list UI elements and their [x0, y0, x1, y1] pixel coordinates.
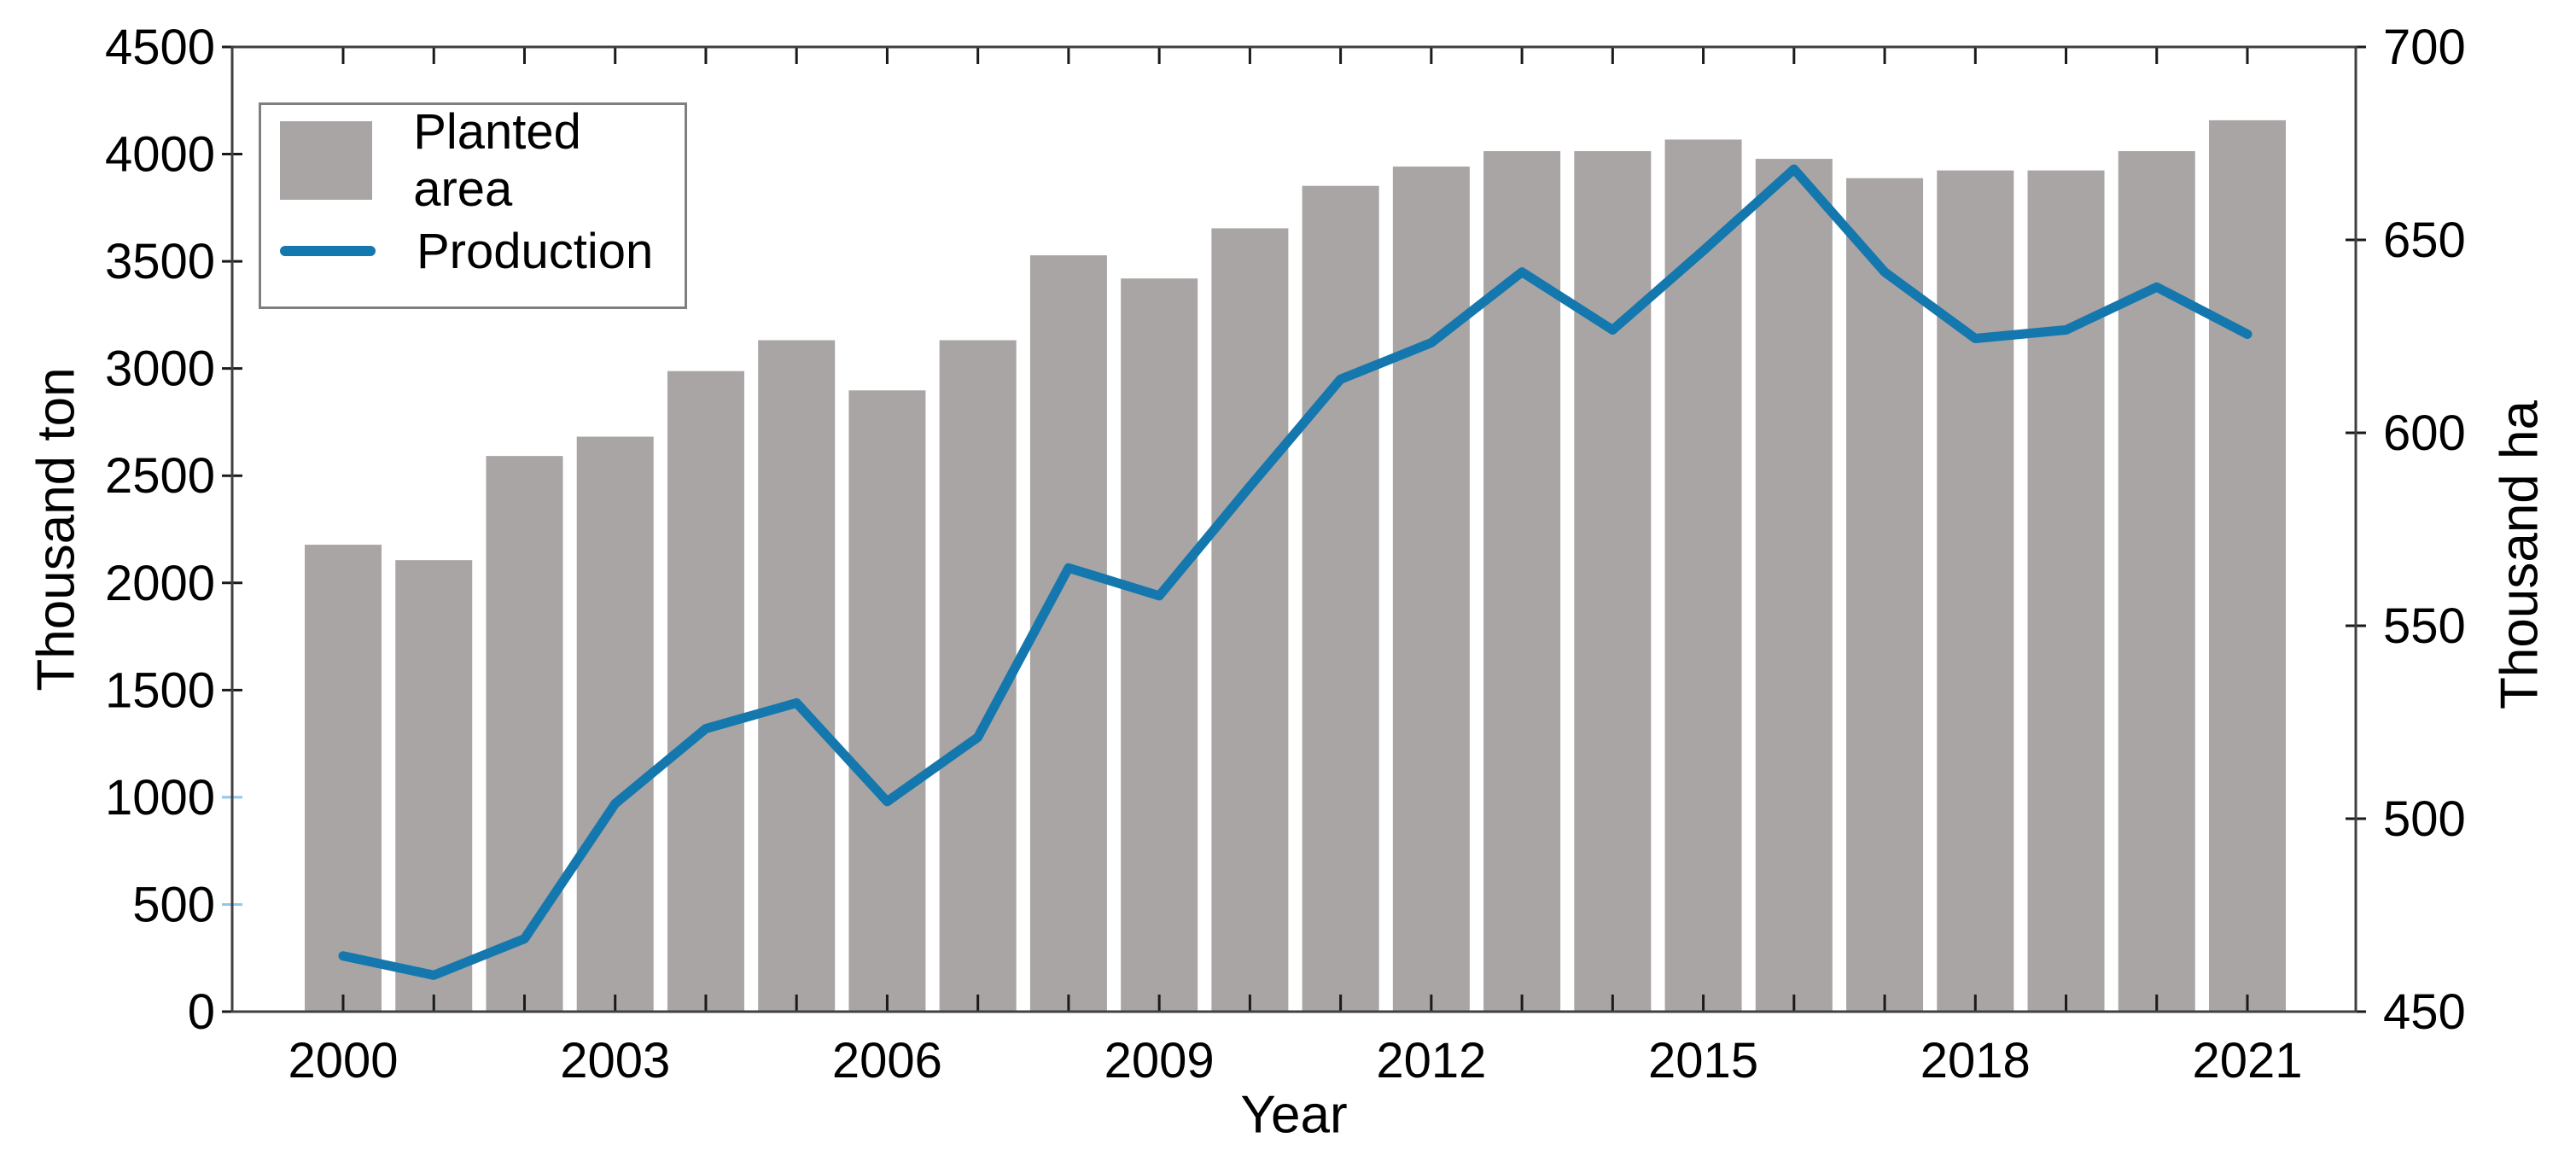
left-axis-title: Thousand ton — [26, 367, 86, 691]
left-tick-label: 2500 — [105, 448, 215, 504]
x-tick-label: 2006 — [832, 1033, 942, 1088]
bar-2014 — [1574, 151, 1652, 1012]
right-tick-label: 700 — [2383, 20, 2466, 75]
legend: Planted area Production — [259, 102, 687, 309]
bar-2003 — [576, 436, 654, 1012]
bar-2008 — [1029, 255, 1107, 1012]
bar-2010 — [1211, 228, 1289, 1012]
bar-2019 — [2027, 170, 2105, 1012]
left-tick-label: 4000 — [105, 127, 215, 183]
right-tick-label: 600 — [2383, 406, 2466, 461]
x-tick-label: 2003 — [560, 1033, 670, 1088]
x-tick-label: 2021 — [2192, 1033, 2302, 1088]
production-line-swatch — [280, 246, 376, 257]
bar-2018 — [1937, 170, 2014, 1012]
bar-2012 — [1392, 166, 1470, 1012]
bar-2001 — [395, 560, 473, 1012]
legend-item-planted-area: Planted area — [261, 104, 685, 217]
left-tick-label: 1000 — [105, 770, 215, 826]
bar-2002 — [486, 456, 563, 1012]
planted-area-bar-swatch — [280, 120, 373, 200]
bar-2005 — [758, 340, 836, 1012]
left-tick-label: 1500 — [105, 662, 215, 718]
left-tick-label: 0 — [188, 984, 215, 1040]
legend-label-production: Production — [417, 223, 654, 279]
x-tick-label: 2000 — [288, 1033, 398, 1088]
left-tick-label: 3000 — [105, 341, 215, 397]
left-tick-label: 3500 — [105, 234, 215, 289]
bar-2017 — [1846, 178, 1924, 1012]
bar-2006 — [848, 390, 926, 1012]
left-tick-label: 4500 — [105, 20, 215, 75]
bar-2009 — [1121, 278, 1198, 1012]
right-tick-label: 500 — [2383, 791, 2466, 847]
production-line — [338, 164, 2253, 980]
bar-2004 — [667, 371, 744, 1012]
right-tick-label: 450 — [2383, 984, 2466, 1040]
bar-2015 — [1664, 139, 1742, 1012]
x-tick-label: 2012 — [1376, 1033, 1486, 1088]
bar-2013 — [1483, 151, 1561, 1012]
x-tick-label: 2015 — [1648, 1033, 1758, 1088]
legend-item-production: Production — [261, 210, 685, 292]
right-tick-label: 550 — [2383, 598, 2466, 654]
right-tick-label: 650 — [2383, 213, 2466, 268]
left-tick-label: 500 — [132, 877, 215, 932]
bar-2016 — [1755, 159, 1833, 1012]
bar-2000 — [305, 545, 382, 1012]
x-tick-label: 2009 — [1104, 1033, 1215, 1088]
legend-label-planted-area: Planted area — [413, 103, 581, 217]
right-axis-title: Thousand ha — [2490, 400, 2550, 709]
bar-2021 — [2209, 120, 2286, 1012]
x-axis-title: Year — [1240, 1085, 1348, 1145]
bar-2007 — [939, 340, 1017, 1012]
left-tick-label: 2000 — [105, 556, 215, 611]
bar-2020 — [2118, 151, 2195, 1012]
x-tick-label: 2018 — [1920, 1033, 2031, 1088]
tick-labels: 0 500 1000 1500 2000 2500 3000 3500 4000 4500 450 5… — [105, 20, 2466, 1088]
plot-frame — [230, 45, 2357, 1013]
bar-2011 — [1302, 185, 1379, 1012]
